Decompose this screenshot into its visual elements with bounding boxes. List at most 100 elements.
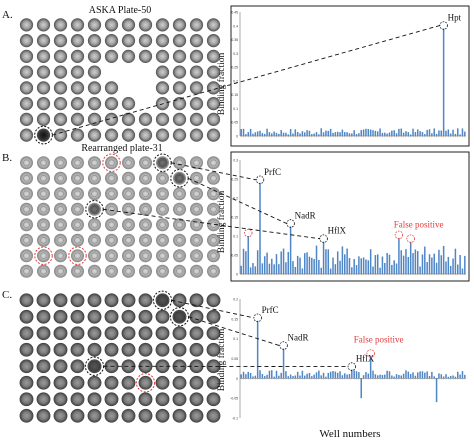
colony-spot (155, 392, 170, 407)
colony-spot (87, 18, 102, 32)
bar (464, 255, 466, 274)
colony-spot (53, 156, 68, 170)
colony-spot (19, 81, 34, 95)
colony-spot (121, 34, 136, 48)
bar (421, 254, 424, 274)
colony-spot (36, 218, 51, 232)
colony-spot (70, 359, 85, 374)
bar (369, 129, 372, 136)
colony-spot (121, 359, 136, 374)
bar (452, 129, 454, 136)
colony-spot-ring (91, 175, 98, 182)
bar (263, 133, 266, 136)
bar (311, 376, 313, 379)
bar (245, 134, 247, 136)
bar (292, 376, 294, 379)
colony-spot (104, 187, 119, 201)
colony-spot (121, 202, 136, 216)
y-tick-label: 0.15 (231, 216, 238, 220)
connector-line (102, 208, 320, 240)
bar (346, 374, 348, 379)
colony-spot (87, 309, 102, 324)
colony-spot (19, 359, 34, 374)
colony-spot (70, 18, 85, 32)
colony-spot (36, 65, 51, 79)
colony-spot-ring (142, 175, 149, 182)
bar (282, 248, 285, 274)
colony-spot (138, 202, 153, 216)
colony-spot (155, 128, 170, 142)
colony-spot (104, 309, 119, 324)
colony-spot (19, 171, 34, 185)
colony-spot (121, 218, 136, 232)
connector-line (170, 162, 257, 181)
false-positive-label: False positive (394, 220, 444, 230)
bar (358, 372, 360, 379)
y-tick-label: 0.05 (231, 121, 238, 125)
colony-spot-ring (176, 221, 183, 228)
colony-spot (87, 171, 102, 185)
bar (391, 130, 393, 136)
bar (367, 129, 370, 136)
bar (431, 133, 433, 136)
bar (398, 128, 400, 136)
colony-spot (87, 81, 102, 95)
colony-spot (121, 342, 136, 357)
peak-label: NadR (288, 333, 309, 343)
bar (351, 267, 353, 274)
bar (344, 373, 346, 379)
colony-spot (172, 233, 187, 247)
bar (388, 371, 391, 379)
bar (365, 372, 367, 379)
colony-spot-ring (193, 159, 200, 166)
colony-spot (36, 293, 51, 308)
colony-spot (53, 202, 68, 216)
bar (374, 255, 377, 274)
colony-spot (155, 233, 170, 247)
bar (454, 376, 457, 379)
colony-spot (206, 249, 221, 263)
colony-spot (189, 112, 204, 126)
bar (353, 370, 355, 379)
colony-spot-ring (23, 206, 30, 213)
colony-spot-ring (142, 190, 149, 197)
colony-spot (36, 202, 51, 216)
plate-title-rearranged: Rearranged plate-31 (81, 143, 162, 154)
bar (287, 376, 290, 379)
panel-letter-a: A. (2, 9, 13, 21)
colony-spot (36, 128, 51, 142)
colony-spot (138, 128, 153, 142)
colony-spot (70, 97, 85, 111)
y-tick-label: -0.05 (230, 397, 238, 401)
bar (348, 258, 351, 274)
bar (247, 371, 249, 379)
colony-spot (189, 97, 204, 111)
bar (294, 266, 297, 274)
colony-spot (155, 65, 170, 79)
bar (449, 265, 452, 274)
bar (289, 374, 292, 379)
colony-spot (121, 249, 136, 263)
bar (348, 374, 351, 379)
bar (266, 128, 268, 136)
y-tick-label: 0 (236, 273, 238, 277)
bar (294, 129, 297, 136)
bar (285, 132, 287, 136)
plate-title-aska: ASKA Plate-50 (89, 5, 152, 16)
colony-spot (104, 202, 119, 216)
bar (336, 251, 339, 274)
colony-spot-ring (210, 206, 217, 213)
colony-spot (70, 342, 85, 357)
connector-line (171, 299, 254, 319)
colony-spot (70, 408, 85, 423)
y-tick-label: 0.15 (231, 93, 238, 97)
colony-spot (104, 392, 119, 407)
colony-spot (87, 342, 102, 357)
colony-spot (121, 18, 136, 32)
bar (459, 134, 461, 136)
y-tick-label: 0.1 (233, 235, 238, 239)
peak-marker (439, 21, 448, 30)
colony-spot-ring (40, 159, 47, 166)
plate-a (19, 18, 221, 145)
bar (438, 249, 440, 274)
